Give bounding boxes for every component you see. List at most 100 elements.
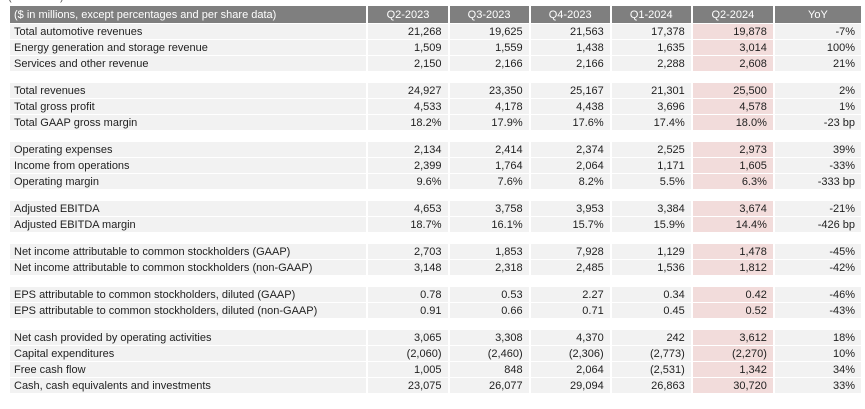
row-value: 4,438: [530, 99, 610, 114]
row-value: 2,134: [368, 142, 448, 157]
row-value: 1,005: [368, 362, 448, 377]
row-value: 0.53: [449, 287, 529, 302]
spacer-row: [10, 276, 861, 286]
row-value: (2,306): [530, 346, 610, 361]
table-row: Cash, cash equivalents and investments 23…: [10, 378, 861, 393]
row-value: 17.4%: [611, 115, 691, 130]
row-value-highlighted: 1,478: [692, 244, 773, 259]
spacer-cell: [10, 190, 861, 200]
spacer-row: [10, 233, 861, 243]
row-value: 100%: [774, 40, 861, 55]
row-value: 3,065: [368, 330, 448, 345]
table-row: Services and other revenue 2,150 2,166 2,16…: [10, 56, 861, 71]
row-value-highlighted: 3,014: [692, 40, 773, 55]
row-value: 2,399: [368, 158, 448, 173]
table-header-col: Q4-2023: [530, 6, 610, 23]
row-value: 4,653: [368, 201, 448, 216]
row-label: Energy generation and storage revenue: [10, 40, 367, 55]
row-value: 2,703: [368, 244, 448, 259]
unaudited-note-text: (unaudited): [8, 0, 64, 3]
spacer-row: [10, 190, 861, 200]
row-value: (2,773): [611, 346, 691, 361]
row-value: 3,953: [530, 201, 610, 216]
row-value: 18%: [774, 330, 861, 345]
row-value: 33%: [774, 378, 861, 393]
row-label: EPS attributable to common stockholders,…: [10, 287, 367, 302]
row-value: 2,166: [449, 56, 529, 71]
row-label: EPS attributable to common stockholders,…: [10, 303, 367, 318]
row-value: 17,378: [611, 24, 691, 39]
row-value-highlighted: 14.4%: [692, 217, 773, 232]
row-value: 242: [611, 330, 691, 345]
row-label: Operating margin: [10, 174, 367, 189]
spacer-cell: [10, 72, 861, 82]
table-header-units-label: ($ in millions, except percentages and p…: [10, 6, 367, 23]
spacer-row: [10, 131, 861, 141]
row-value: 2,064: [530, 362, 610, 377]
row-value: 1%: [774, 99, 861, 114]
row-value: 24,927: [368, 83, 448, 98]
row-value: 16.1%: [449, 217, 529, 232]
row-value-highlighted: 2,973: [692, 142, 773, 157]
row-value: 23,075: [368, 378, 448, 393]
row-value: 2.27: [530, 287, 610, 302]
row-value-highlighted: 30,720: [692, 378, 773, 393]
row-value: 0.66: [449, 303, 529, 318]
row-label: Total gross profit: [10, 99, 367, 114]
financial-summary-sheet: (unaudited) ($ in millions, except perce…: [8, 0, 863, 394]
row-value-highlighted: 0.42: [692, 287, 773, 302]
row-value: 1,559: [449, 40, 529, 55]
row-value: 2,166: [530, 56, 610, 71]
table-row: Operating expenses 2,134 2,414 2,374 2,525 2,…: [10, 142, 861, 157]
row-value: 34%: [774, 362, 861, 377]
row-value: 1,438: [530, 40, 610, 55]
row-value: 15.7%: [530, 217, 610, 232]
row-value: 3,758: [449, 201, 529, 216]
row-value: 2,374: [530, 142, 610, 157]
row-value: 17.6%: [530, 115, 610, 130]
table-row: EPS attributable to common stockholders,…: [10, 287, 861, 302]
row-value: 2,485: [530, 260, 610, 275]
row-value-highlighted: 2,608: [692, 56, 773, 71]
row-label: Total revenues: [10, 83, 367, 98]
row-value: 2%: [774, 83, 861, 98]
row-value: 2,150: [368, 56, 448, 71]
row-label: Services and other revenue: [10, 56, 367, 71]
row-value: 7,928: [530, 244, 610, 259]
table-header-col: YoY: [774, 6, 861, 23]
row-value: 5.5%: [611, 174, 691, 189]
row-value: 29,094: [530, 378, 610, 393]
table-row: Net income attributable to common stockh…: [10, 260, 861, 275]
row-value: 17.9%: [449, 115, 529, 130]
row-value-highlighted: 6.3%: [692, 174, 773, 189]
table-row: Adjusted EBITDA 4,653 3,758 3,953 3,384 3,674…: [10, 201, 861, 216]
row-value: 21,563: [530, 24, 610, 39]
table-header-col: Q2-2023: [368, 6, 448, 23]
row-value: 9.6%: [368, 174, 448, 189]
row-value: 18.2%: [368, 115, 448, 130]
row-value: 4,178: [449, 99, 529, 114]
row-value: 18.7%: [368, 217, 448, 232]
row-value-highlighted: 1,812: [692, 260, 773, 275]
row-value: 26,863: [611, 378, 691, 393]
row-value: 19,625: [449, 24, 529, 39]
row-value: 3,148: [368, 260, 448, 275]
row-label: Free cash flow: [10, 362, 367, 377]
row-value-highlighted: 1,342: [692, 362, 773, 377]
financial-summary-table: ($ in millions, except percentages and p…: [8, 5, 863, 394]
row-label: Income from operations: [10, 158, 367, 173]
row-value: 2,288: [611, 56, 691, 71]
row-value: 21%: [774, 56, 861, 71]
table-row: Total automotive revenues 21,268 19,625 21,…: [10, 24, 861, 39]
row-value: 1,509: [368, 40, 448, 55]
row-label: Net cash provided by operating activitie…: [10, 330, 367, 345]
row-value: -21%: [774, 201, 861, 216]
table-header-col: Q3-2023: [449, 6, 529, 23]
row-value: 3,384: [611, 201, 691, 216]
table-row: Net cash provided by operating activitie…: [10, 330, 861, 345]
table-row: Adjusted EBITDA margin 18.7% 16.1% 15.7% 15.…: [10, 217, 861, 232]
row-label: Total automotive revenues: [10, 24, 367, 39]
spacer-cell: [10, 319, 861, 329]
table-row: Net income attributable to common stockh…: [10, 244, 861, 259]
row-value-highlighted: 0.52: [692, 303, 773, 318]
